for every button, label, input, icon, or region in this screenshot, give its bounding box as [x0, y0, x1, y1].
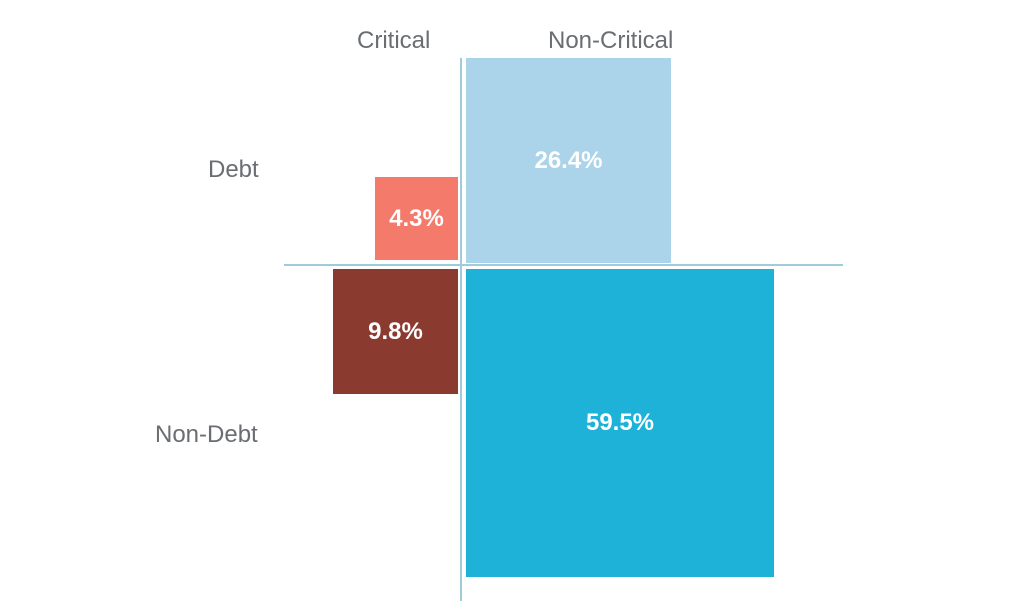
- cell-nondebt-critical: 9.8%: [333, 269, 458, 394]
- cell-debt-critical: 4.3%: [375, 177, 458, 260]
- cell-value: 9.8%: [368, 318, 423, 346]
- axis-horizontal: [284, 264, 843, 266]
- axis-vertical: [460, 58, 462, 601]
- cell-value: 26.4%: [534, 147, 602, 175]
- row-header-debt: Debt: [208, 156, 259, 184]
- quadrant-chart: Critical Non-Critical Debt Non-Debt 4.3%…: [0, 0, 1024, 614]
- column-header-critical: Critical: [357, 27, 430, 55]
- cell-value: 59.5%: [586, 409, 654, 437]
- row-header-nondebt: Non-Debt: [155, 421, 258, 449]
- cell-value: 4.3%: [389, 205, 444, 233]
- column-header-noncritical: Non-Critical: [548, 27, 673, 55]
- cell-debt-noncritical: 26.4%: [466, 58, 671, 263]
- cell-nondebt-noncritical: 59.5%: [466, 269, 774, 577]
